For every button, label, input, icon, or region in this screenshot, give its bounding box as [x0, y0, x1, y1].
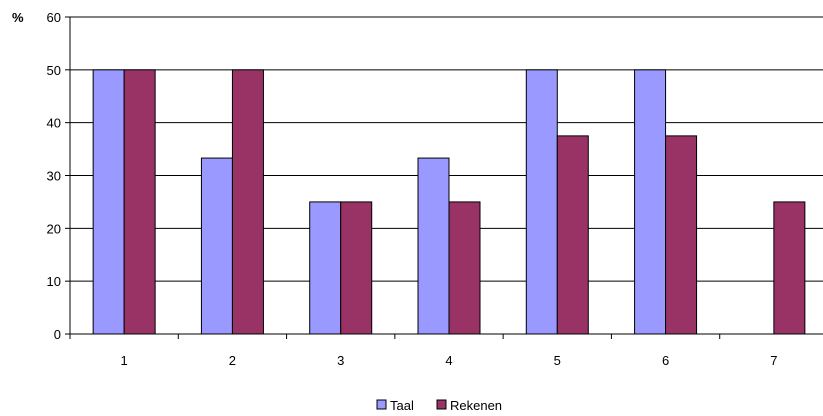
legend-swatch-taal	[376, 399, 387, 410]
x-tick-label: 6	[662, 353, 669, 368]
y-tick-label: 40	[47, 116, 61, 131]
bar-taal-1	[92, 69, 125, 335]
x-tick-label: 2	[229, 353, 236, 368]
bar-taal-5	[525, 69, 558, 335]
bar-rekenen-5	[556, 135, 589, 335]
y-tick-label: 0	[54, 327, 61, 342]
bar-rekenen-4	[448, 201, 481, 335]
legend-label-rekenen: Rekenen	[450, 398, 502, 413]
bars	[92, 69, 806, 335]
y-tick-label: 30	[47, 169, 61, 184]
x-tick-label: 7	[770, 353, 777, 368]
bar-taal-6	[634, 69, 667, 335]
x-tick-labels: 1 2 3 4 5 6 7	[69, 334, 777, 368]
bar-taal-4	[417, 157, 450, 335]
y-tick-labels: 0 10 20 30 40 50 60	[47, 10, 70, 342]
x-tick-label: 4	[445, 353, 452, 368]
bar-taal-3	[309, 201, 342, 335]
bar-rekenen-1	[123, 69, 156, 335]
bar-taal-2	[200, 157, 233, 335]
legend-swatch-rekenen	[436, 399, 447, 410]
y-tick-label: 60	[47, 10, 61, 25]
bar-rekenen-2	[231, 69, 264, 335]
bar-rekenen-3	[340, 201, 373, 335]
bar-rekenen-6	[665, 135, 698, 335]
y-tick-label: 10	[47, 274, 61, 289]
x-tick-label: 1	[121, 353, 128, 368]
x-tick-label: 3	[337, 353, 344, 368]
legend-label-taal: Taal	[390, 398, 414, 413]
y-tick-label: 50	[47, 63, 61, 78]
y-tick-label: 20	[47, 221, 61, 236]
x-tick-label: 5	[554, 353, 561, 368]
legend: Taal Rekenen	[376, 398, 502, 413]
y-axis-unit-label: %	[12, 10, 24, 25]
bar-rekenen-7	[773, 201, 806, 335]
